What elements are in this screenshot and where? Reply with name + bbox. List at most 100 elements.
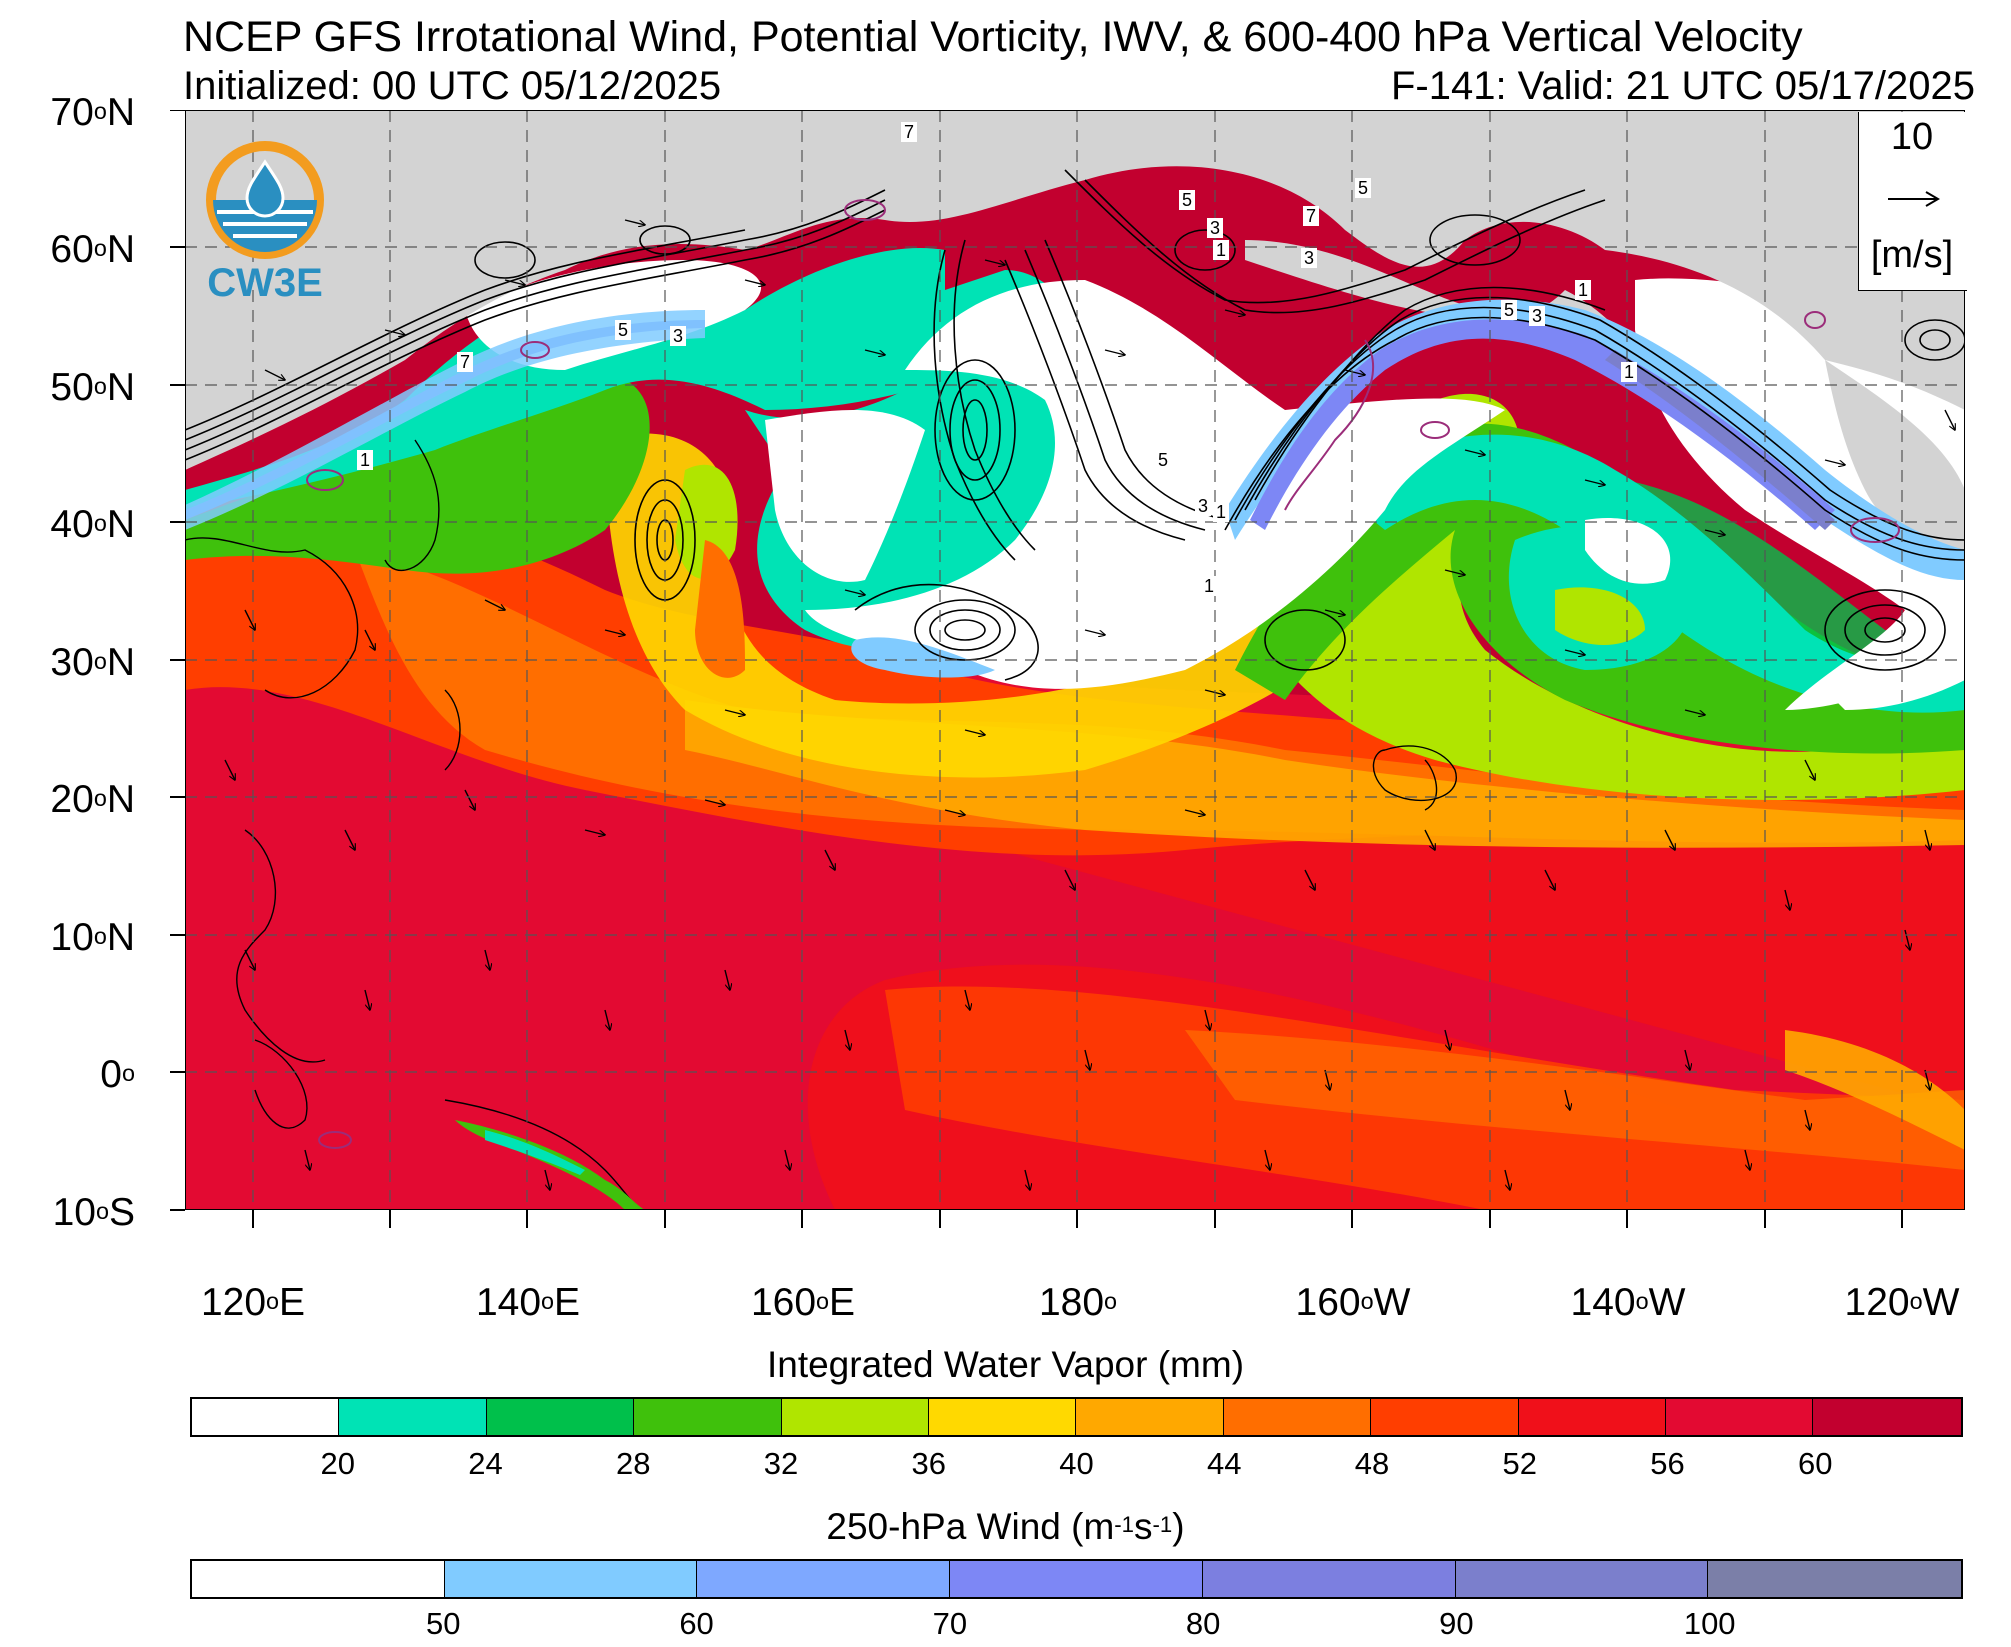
- logo-emblem: [206, 141, 324, 259]
- lat-label-40n: 40oN: [50, 503, 135, 546]
- reference-vector-value: 10: [1890, 116, 1934, 158]
- iwv-dry-central: [805, 280, 1505, 689]
- lat-label-30n: 30oN: [50, 641, 135, 684]
- colorbar-tick-label: 32: [763, 1446, 799, 1481]
- pv-contours: [185, 169, 1965, 681]
- contour-label: 5: [618, 320, 628, 340]
- lat-label-50n: 50oN: [50, 366, 135, 409]
- axis-ticks: [170, 110, 1903, 1228]
- iwv-colorbar-ticks: 20 24 28 32 36 40 44 48 52 56 60: [190, 1448, 1963, 1482]
- cw3e-logo: CW3E: [205, 140, 325, 305]
- contour-label: 5: [1182, 190, 1192, 210]
- contour-label: 3: [1198, 496, 1208, 516]
- colorbar-segment: [1666, 1399, 1814, 1435]
- colorbar-tick-label: 80: [1185, 1606, 1221, 1641]
- colorbar-tick-label: 36: [911, 1446, 946, 1481]
- lat-label-60n: 60oN: [50, 228, 135, 271]
- colorbar-tick-label: 56: [1650, 1446, 1685, 1481]
- contour-labels: 7 5 3 1 5 3 1 7 5 3 1 5 3 7 1 1 5 3 1: [357, 122, 1637, 596]
- contour-label: 3: [673, 326, 683, 346]
- contour-label: 1: [1578, 280, 1588, 300]
- iwv-dry-east: [1585, 518, 1671, 584]
- colorbar-tick-label: 90: [1439, 1606, 1474, 1641]
- island-new-guinea-inner: [485, 1130, 585, 1175]
- colorbar-segment: [634, 1399, 782, 1435]
- colorbar-tick-label: 40: [1059, 1446, 1094, 1481]
- initialized-time: Initialized: 00 UTC 05/12/2025: [183, 64, 722, 108]
- lon-label-120w: 120oW: [1844, 1281, 1960, 1324]
- lon-label-180: 180o: [1038, 1281, 1118, 1324]
- wind-colorbar-ticks: 50 60 70 80 90 100: [190, 1608, 1963, 1642]
- contour-label: 1: [1624, 362, 1634, 382]
- colorbar-segment: [1223, 1399, 1372, 1435]
- reference-vector-box: [1858, 112, 1967, 291]
- lon-label-140e: 140oE: [475, 1281, 581, 1324]
- contour-label: 3: [1304, 248, 1314, 268]
- wind-colorbar: [190, 1559, 1963, 1599]
- land-north: [185, 110, 1965, 470]
- colorbar-tick-label: 28: [616, 1446, 651, 1481]
- jet-central-50: [851, 637, 995, 678]
- iwv-band-40-southeast: [1785, 1030, 1965, 1150]
- iwv-colorbar: [190, 1397, 1963, 1437]
- lon-label-160w: 160oW: [1295, 1281, 1411, 1324]
- colorbar-segment: [1813, 1399, 1961, 1435]
- colorbar-tick-label: 60: [1798, 1446, 1833, 1481]
- colorbar-tick-label: 44: [1207, 1446, 1242, 1481]
- jet-west-50: [185, 310, 705, 530]
- weather-map: 7 5 3 1 5 3 1 7 5 3 1 5 3 7 1 1 5 3 1: [185, 110, 1965, 1210]
- iwv-dry-center-2: [765, 410, 925, 582]
- colorbar-tick-label: 60: [679, 1606, 714, 1641]
- colorbar-segment: [697, 1561, 951, 1597]
- colorbar-segment: [1076, 1399, 1224, 1435]
- colorbar-tick-label: 100: [1683, 1606, 1736, 1641]
- lat-label-0: 0o: [100, 1053, 135, 1096]
- colorbar-segment: [1202, 1561, 1456, 1597]
- contour-label: 1: [1216, 502, 1226, 522]
- iwv-band-36: [605, 433, 1445, 778]
- iwv-colorbar-title: Integrated Water Vapor (mm): [766, 1344, 1245, 1385]
- logo-text: CW3E: [207, 261, 323, 305]
- colorbar-segment: [1708, 1561, 1961, 1597]
- lat-label-10n: 10oN: [50, 916, 135, 959]
- contour-label: 1: [360, 450, 370, 470]
- colorbar-segment: [192, 1399, 340, 1435]
- iwv-band-44-southeast: [1185, 1030, 1965, 1170]
- colorbar-segment: [486, 1399, 635, 1435]
- colorbar-tick-label: 50: [426, 1606, 461, 1641]
- iwv-band-44: [355, 550, 1965, 843]
- colorbar-tick-label: 48: [1354, 1446, 1390, 1481]
- land-na-coast: [1825, 360, 1965, 570]
- reference-vector-unit: [m/s]: [1870, 234, 1954, 276]
- graticule: [185, 110, 1965, 1210]
- colorbar-segment: [781, 1399, 930, 1435]
- contour-label: 1: [1216, 240, 1226, 260]
- colorbar-segment: [1455, 1561, 1709, 1597]
- contour-label: 5: [1504, 300, 1514, 320]
- colorbar-segment: [1371, 1399, 1519, 1435]
- contour-label: 1: [1204, 576, 1214, 596]
- contour-label: 5: [1358, 178, 1368, 198]
- lon-label-140w: 140oW: [1570, 1281, 1686, 1324]
- colorbar-tick-label: 52: [1502, 1446, 1537, 1481]
- colorbar-segment: [1518, 1399, 1667, 1435]
- wind-arrows: [224, 219, 1955, 1190]
- reference-vector-arrow: [1888, 191, 1940, 207]
- contour-label: 3: [1210, 218, 1220, 238]
- contour-label: 7: [1306, 206, 1316, 226]
- map-title: NCEP GFS Irrotational Wind, Potential Vo…: [183, 13, 1803, 61]
- contour-label: 7: [460, 352, 470, 372]
- colorbar-tick-label: 24: [468, 1446, 503, 1481]
- colorbar-segment: [339, 1399, 487, 1435]
- valid-time: F-141: Valid: 21 UTC 05/17/2025: [1390, 64, 1975, 108]
- colorbar-segment: [444, 1561, 698, 1597]
- lat-label-10s: 10oS: [52, 1191, 135, 1234]
- omega-contours: [306, 199, 1900, 1149]
- iwv-band-28-west: [185, 370, 650, 574]
- jet-east-50: [1225, 299, 1965, 580]
- lat-label-70n: 70oN: [50, 91, 135, 134]
- iwv-dry-east-tongue: [1825, 640, 1965, 710]
- colorbar-segment: [192, 1561, 445, 1597]
- contour-label: 5: [1158, 450, 1168, 470]
- iwv-band-32-blob: [1555, 587, 1645, 645]
